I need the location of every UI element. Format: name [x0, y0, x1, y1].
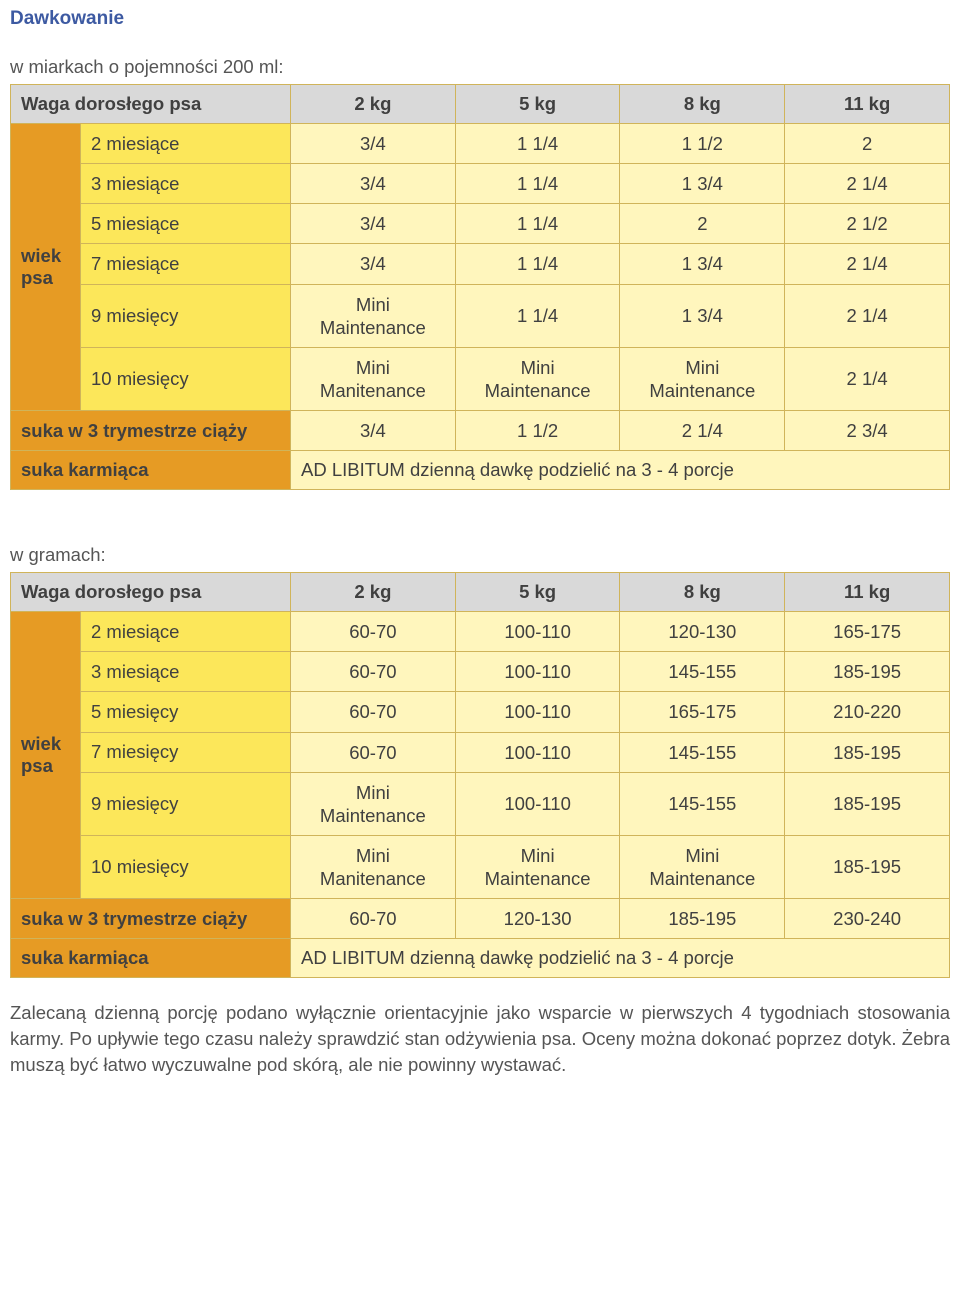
- hdr-c3: 8 kg: [620, 85, 785, 124]
- footer-note: Zalecaną dzienną porcję podano wyłącznie…: [10, 1000, 950, 1078]
- table-1: Waga dorosłego psa 2 kg 5 kg 8 kg 11 kg …: [10, 84, 950, 490]
- hdr-c4: 11 kg: [785, 85, 950, 124]
- table-row: 9 miesięcy MiniMaintenance 100-110 145-1…: [11, 772, 950, 835]
- subhead-1: w miarkach o pojemności 200 ml:: [10, 56, 950, 78]
- table-row: 3 miesiące 60-70 100-110 145-155 185-195: [11, 652, 950, 692]
- table-row: wiek psa 2 miesiące 3/4 1 1/4 1 1/2 2: [11, 124, 950, 164]
- table-row: 5 miesiące 3/4 1 1/4 2 2 1/2: [11, 204, 950, 244]
- subhead-2: w gramach:: [10, 544, 950, 566]
- table-row: 5 miesięcy 60-70 100-110 165-175 210-220: [11, 692, 950, 732]
- table-row: 7 miesiące 3/4 1 1/4 1 3/4 2 1/4: [11, 244, 950, 284]
- table-row: 3 miesiące 3/4 1 1/4 1 3/4 2 1/4: [11, 164, 950, 204]
- table-header: Waga dorosłego psa 2 kg 5 kg 8 kg 11 kg: [11, 573, 950, 612]
- side-label: wiek psa: [11, 124, 81, 411]
- table-row: wiek psa 2 miesiące 60-70 100-110 120-13…: [11, 612, 950, 652]
- side-label: wiek psa: [11, 612, 81, 899]
- hdr-lab: Waga dorosłego psa: [11, 85, 291, 124]
- row-suka3: suka w 3 trymestrze ciąży 3/4 1 1/2 2 1/…: [11, 411, 950, 451]
- hdr-c1: 2 kg: [291, 85, 456, 124]
- table-row: 9 miesięcy MiniMaintenance 1 1/4 1 3/4 2…: [11, 284, 950, 347]
- row-karmiaca: suka karmiąca AD LIBITUM dzienną dawkę p…: [11, 451, 950, 490]
- row-suka3: suka w 3 trymestrze ciąży 60-70 120-130 …: [11, 899, 950, 939]
- row-karmiaca: suka karmiąca AD LIBITUM dzienną dawkę p…: [11, 939, 950, 978]
- table-2: Waga dorosłego psa 2 kg 5 kg 8 kg 11 kg …: [10, 572, 950, 978]
- table-row: 10 miesięcy MiniManitenance MiniMaintena…: [11, 835, 950, 898]
- table-row: 7 miesięcy 60-70 100-110 145-155 185-195: [11, 732, 950, 772]
- hdr-c2: 5 kg: [455, 85, 620, 124]
- table-row: 10 miesięcy MiniManitenance MiniMaintena…: [11, 347, 950, 410]
- table-header: Waga dorosłego psa 2 kg 5 kg 8 kg 11 kg: [11, 85, 950, 124]
- page-title: Dawkowanie: [10, 8, 950, 30]
